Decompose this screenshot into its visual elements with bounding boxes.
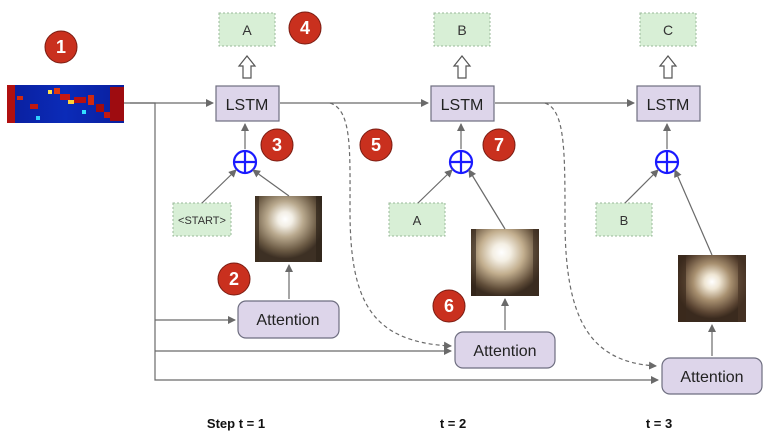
plus-circle-icon — [448, 149, 474, 175]
hollow-up-arrow-icon — [658, 55, 678, 79]
feature-map-heatmap — [7, 85, 124, 123]
output-token-label: A — [242, 22, 252, 38]
image-to-sum-arrow — [674, 169, 713, 256]
plus-circle-icon — [654, 149, 680, 175]
lstm-cell-box — [636, 85, 701, 122]
lstm-cell-box — [215, 85, 280, 122]
input-to-sum-arrow — [624, 169, 659, 204]
lstm1-to-attention2-dashed — [329, 102, 452, 350]
badge-number: 1 — [56, 37, 66, 57]
output-token-box — [639, 12, 697, 47]
badge-number: 3 — [272, 135, 282, 155]
badge-number: 4 — [300, 18, 310, 38]
step-time-label: Step t = 1 — [207, 416, 265, 431]
image-to-sum-arrow — [252, 169, 290, 197]
input-token-label: <START> — [178, 215, 226, 227]
badge-7: 7 — [482, 128, 516, 162]
step-1: A LSTM <START> Attention Step t = 1 — [172, 12, 340, 431]
attention-glimpse-image — [255, 196, 322, 262]
badge-number: 7 — [494, 135, 504, 155]
lstm-cell-label: LSTM — [647, 97, 690, 114]
attention-box — [237, 300, 340, 339]
badge-number: 6 — [444, 296, 454, 316]
attention-label: Attention — [680, 369, 743, 386]
featuremap-to-attention3-arrow — [130, 102, 659, 384]
input-token-box — [388, 202, 446, 237]
attention-glimpse-image — [471, 229, 539, 296]
attention-label: Attention — [473, 343, 536, 360]
input-token-label: A — [413, 213, 422, 228]
output-token-box — [218, 12, 276, 47]
attention-box — [661, 357, 763, 395]
attention-label: Attention — [256, 312, 319, 329]
plus-circle-icon — [232, 149, 258, 175]
output-token-box — [433, 12, 491, 47]
input-to-sum-arrow — [417, 169, 453, 204]
output-token-label: B — [457, 22, 466, 38]
badge-6: 6 — [432, 289, 466, 323]
lstm-cell-box — [430, 85, 495, 122]
badge-5: 5 — [359, 128, 393, 162]
step-3: C LSTM B Attention t = 3 — [595, 12, 763, 431]
hollow-up-arrow-icon — [452, 55, 472, 79]
step-time-label: t = 2 — [440, 416, 466, 431]
lstm-cell-label: LSTM — [226, 97, 269, 114]
badge-1: 1 — [44, 30, 78, 64]
badge-2: 2 — [217, 262, 251, 296]
input-token-box — [595, 202, 653, 237]
lstm-cell-label: LSTM — [441, 97, 484, 114]
hollow-up-arrow-icon — [237, 55, 257, 79]
badge-number: 2 — [229, 269, 239, 289]
output-token-label: C — [663, 22, 673, 38]
attention-box — [454, 331, 556, 369]
badge-3: 3 — [260, 128, 294, 162]
input-token-label: B — [620, 213, 629, 228]
step-2: B LSTM A Attention t = 2 — [388, 12, 556, 431]
image-to-sum-arrow — [468, 169, 506, 230]
step-time-label: t = 3 — [646, 416, 672, 431]
badge-4: 4 — [288, 11, 322, 45]
input-to-sum-arrow — [201, 169, 237, 204]
input-token-box — [172, 202, 232, 237]
attention-glimpse-image — [678, 255, 746, 322]
badge-number: 5 — [371, 135, 381, 155]
